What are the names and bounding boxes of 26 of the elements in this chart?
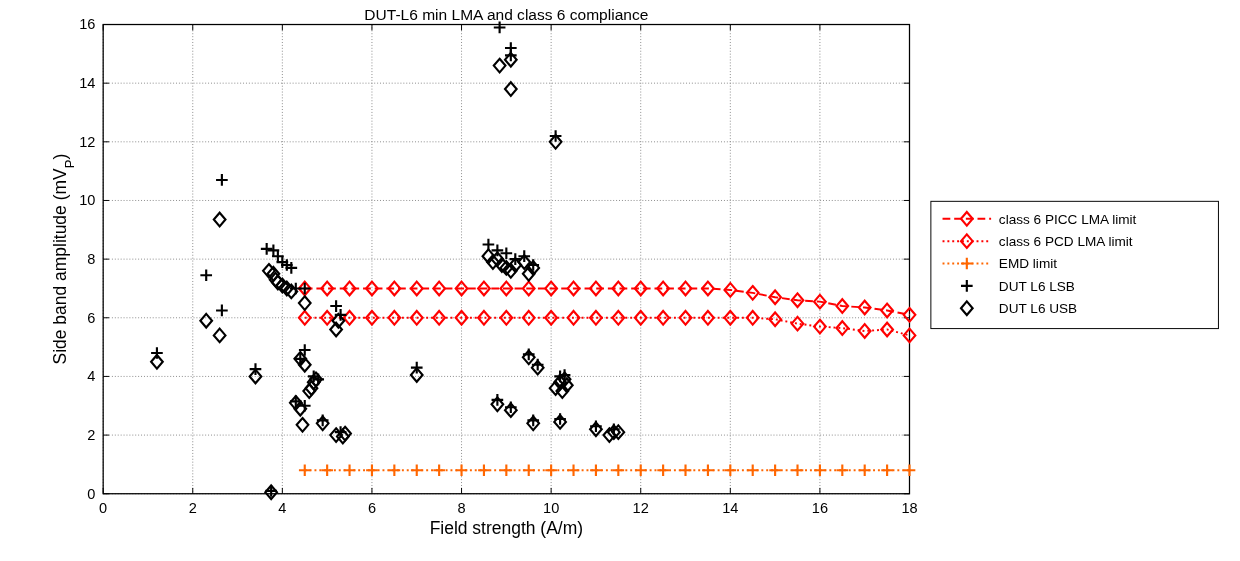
x-tick-label: 12 — [632, 500, 649, 517]
legend-label: class 6 PCD LMA limit — [998, 234, 1133, 250]
y-tick-label: 10 — [79, 192, 96, 209]
legend-label: DUT L6 USB — [998, 301, 1078, 317]
x-tick-label: 8 — [457, 500, 466, 517]
chart-title: DUT-L6 min LMA and class 6 compliance — [364, 5, 649, 23]
y-tick-label: 14 — [79, 75, 96, 92]
x-tick-label: 14 — [722, 500, 739, 517]
y-tick-label: 4 — [87, 368, 96, 385]
x-tick-label: 4 — [278, 500, 287, 517]
x-axis-title: Field strength (A/m) — [429, 517, 584, 538]
x-tick-label: 6 — [367, 500, 376, 517]
x-tick-label: 18 — [901, 500, 918, 517]
legend-label: EMD limit — [998, 256, 1058, 272]
legend-label: class 6 PICC LMA limit — [998, 211, 1137, 227]
y-tick-label: 8 — [87, 250, 96, 267]
x-tick-label: 0 — [99, 500, 108, 517]
x-tick-label: 16 — [811, 500, 829, 517]
legend-label: DUT L6 LSB — [998, 278, 1075, 294]
x-tick-label: 10 — [543, 500, 560, 517]
y-tick-label: 6 — [87, 309, 96, 326]
y-tick-label: 16 — [79, 16, 96, 33]
y-tick-label: 2 — [87, 426, 96, 443]
x-tick-label: 2 — [188, 500, 197, 517]
y-tick-label: 12 — [79, 133, 96, 150]
y-tick-label: 0 — [87, 485, 96, 502]
